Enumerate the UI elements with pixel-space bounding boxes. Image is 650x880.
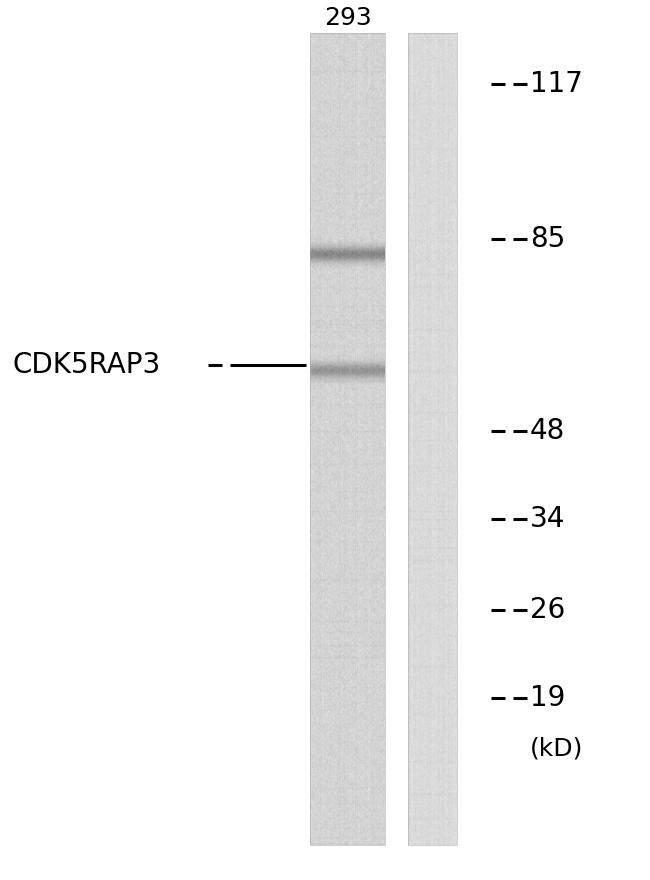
Text: 26: 26 (530, 596, 565, 624)
Text: CDK5RAP3: CDK5RAP3 (13, 351, 161, 379)
Text: 293: 293 (324, 5, 372, 30)
Text: (kD): (kD) (530, 737, 583, 761)
Text: 117: 117 (530, 70, 582, 98)
Bar (311, 33, 385, 845)
Text: 48: 48 (530, 417, 565, 445)
Text: 34: 34 (530, 505, 565, 533)
Bar (408, 33, 456, 845)
Text: 85: 85 (530, 225, 565, 253)
Text: 19: 19 (530, 684, 565, 712)
